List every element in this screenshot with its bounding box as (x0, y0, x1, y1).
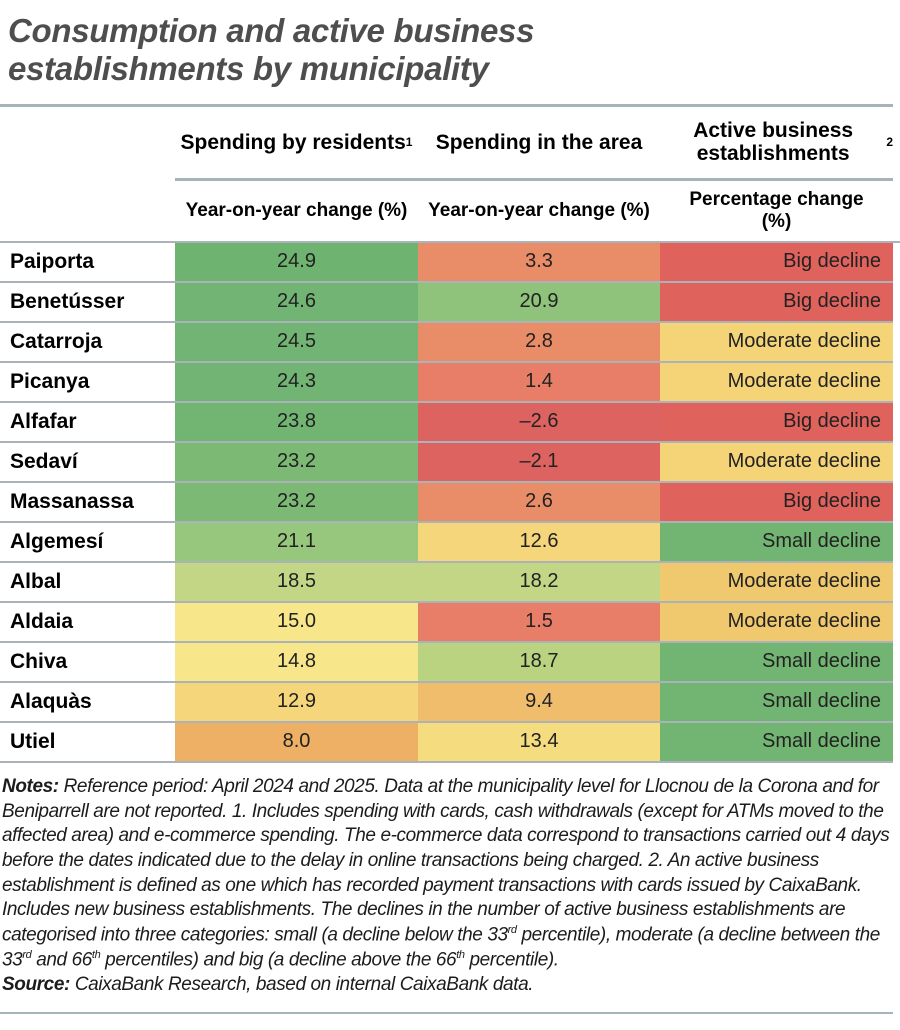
spending-residents-cell: 18.5 (175, 562, 418, 601)
table-row: Albal 18.5 18.2 Moderate decline (0, 562, 893, 603)
title-divider (0, 103, 893, 107)
spending-area-cell: 12.6 (418, 522, 660, 561)
footnote-marker-1: 1 (405, 134, 413, 149)
group-header-spending-residents: Spending by residents 1 (175, 107, 418, 178)
municipality-cell: Sedaví (0, 442, 175, 481)
establishments-cell: Big decline (660, 482, 893, 521)
spending-area-cell: 1.5 (418, 602, 660, 641)
establishments-cell: Moderate decline (660, 442, 893, 481)
establishments-cell: Big decline (660, 242, 893, 281)
municipality-cell: Alfafar (0, 402, 175, 441)
table-row: Picanya 24.3 1.4 Moderate decline (0, 362, 893, 403)
table-row: Paiporta 24.9 3.3 Big decline (0, 242, 893, 283)
establishments-cell: Moderate decline (660, 602, 893, 641)
subheader-spending-area: Year-on-year change (%) (428, 199, 650, 221)
group-header-label: Spending by residents (180, 130, 406, 154)
table-row: Algemesí 21.1 12.6 Small decline (0, 522, 893, 563)
establishments-cell: Big decline (660, 282, 893, 321)
spending-area-cell: 18.2 (418, 562, 660, 601)
municipality-cell: Picanya (0, 362, 175, 401)
municipality-cell: Alaquàs (0, 682, 175, 721)
spending-area-cell: 9.4 (418, 682, 660, 721)
establishments-cell: Small decline (660, 722, 893, 761)
subheader-establishments: Percentage change (%) (689, 189, 864, 232)
group-header-label: Spending in the area (435, 130, 643, 154)
spending-area-cell: –2.6 (418, 402, 660, 441)
table-row: Alfafar 23.8 –2.6 Big decline (0, 402, 893, 443)
spending-residents-cell: 23.2 (175, 482, 418, 521)
group-header-establishments: Active business establishments 2 (660, 107, 893, 178)
spending-area-cell: 20.9 (418, 282, 660, 321)
table-row: Aldaia 15.0 1.5 Moderate decline (0, 602, 893, 643)
municipality-cell: Paiporta (0, 242, 175, 281)
municipality-cell: Catarroja (0, 322, 175, 361)
municipality-cell: Massanassa (0, 482, 175, 521)
table-body: Paiporta 24.9 3.3 Big decline Benetússer… (0, 240, 900, 763)
spending-area-cell: 13.4 (418, 722, 660, 761)
spending-residents-cell: 12.9 (175, 682, 418, 721)
spending-area-cell: 1.4 (418, 362, 660, 401)
figure-title: Consumption and active business establis… (8, 12, 535, 87)
header-divider (175, 177, 893, 181)
establishments-cell: Moderate decline (660, 322, 893, 361)
municipality-cell: Albal (0, 562, 175, 601)
spending-area-cell: 2.6 (418, 482, 660, 521)
municipality-cell: Utiel (0, 722, 175, 761)
spending-area-cell: 18.7 (418, 642, 660, 681)
table-row: Catarroja 24.5 2.8 Moderate decline (0, 322, 893, 363)
subheader-spending-residents: Year-on-year change (%) (185, 199, 408, 221)
table-row: Benetússer 24.6 20.9 Big decline (0, 282, 893, 323)
spending-residents-cell: 23.2 (175, 442, 418, 481)
municipality-cell: Chiva (0, 642, 175, 681)
municipality-cell: Aldaia (0, 602, 175, 641)
municipality-cell: Benetússer (0, 282, 175, 321)
group-header-label: Active business establishments (693, 118, 854, 166)
establishments-cell: Small decline (660, 682, 893, 721)
spending-residents-cell: 24.5 (175, 322, 418, 361)
footnote-marker-2: 2 (886, 134, 893, 149)
group-header-spending-area: Spending in the area (418, 107, 660, 178)
establishments-cell: Moderate decline (660, 362, 893, 401)
establishments-cell: Big decline (660, 402, 893, 441)
establishments-cell: Small decline (660, 522, 893, 561)
establishments-cell: Small decline (660, 642, 893, 681)
table-row: Utiel 8.0 13.4 Small decline (0, 722, 893, 763)
bottom-divider (0, 1011, 893, 1014)
spending-residents-cell: 24.3 (175, 362, 418, 401)
header-divider-row (0, 177, 893, 181)
spending-residents-cell: 24.6 (175, 282, 418, 321)
spending-residents-cell: 21.1 (175, 522, 418, 561)
spending-area-cell: 2.8 (418, 322, 660, 361)
corner-empty-cell (0, 107, 175, 178)
table-row: Sedaví 23.2 –2.1 Moderate decline (0, 442, 893, 483)
table-row: Alaquàs 12.9 9.4 Small decline (0, 682, 893, 723)
table-row: Massanassa 23.2 2.6 Big decline (0, 482, 893, 523)
spending-residents-cell: 23.8 (175, 402, 418, 441)
spending-residents-cell: 8.0 (175, 722, 418, 761)
notes-text: Notes: Reference period: April 2024 and … (2, 775, 890, 971)
table-subheader-row: Year-on-year change (%) Year-on-year cha… (0, 181, 893, 241)
spending-area-cell: 3.3 (418, 242, 660, 281)
establishments-cell: Moderate decline (660, 562, 893, 601)
spending-area-cell: –2.1 (418, 442, 660, 481)
municipality-cell: Algemesí (0, 522, 175, 561)
table-group-header-row: Spending by residents 1 Spending in the a… (0, 107, 893, 178)
spending-residents-cell: 14.8 (175, 642, 418, 681)
spending-residents-cell: 15.0 (175, 602, 418, 641)
source-text: Source: CaixaBank Research, based on int… (2, 974, 534, 996)
corner-empty-cell (0, 181, 175, 241)
table-row: Chiva 14.8 18.7 Small decline (0, 642, 893, 683)
spending-residents-cell: 24.9 (175, 242, 418, 281)
